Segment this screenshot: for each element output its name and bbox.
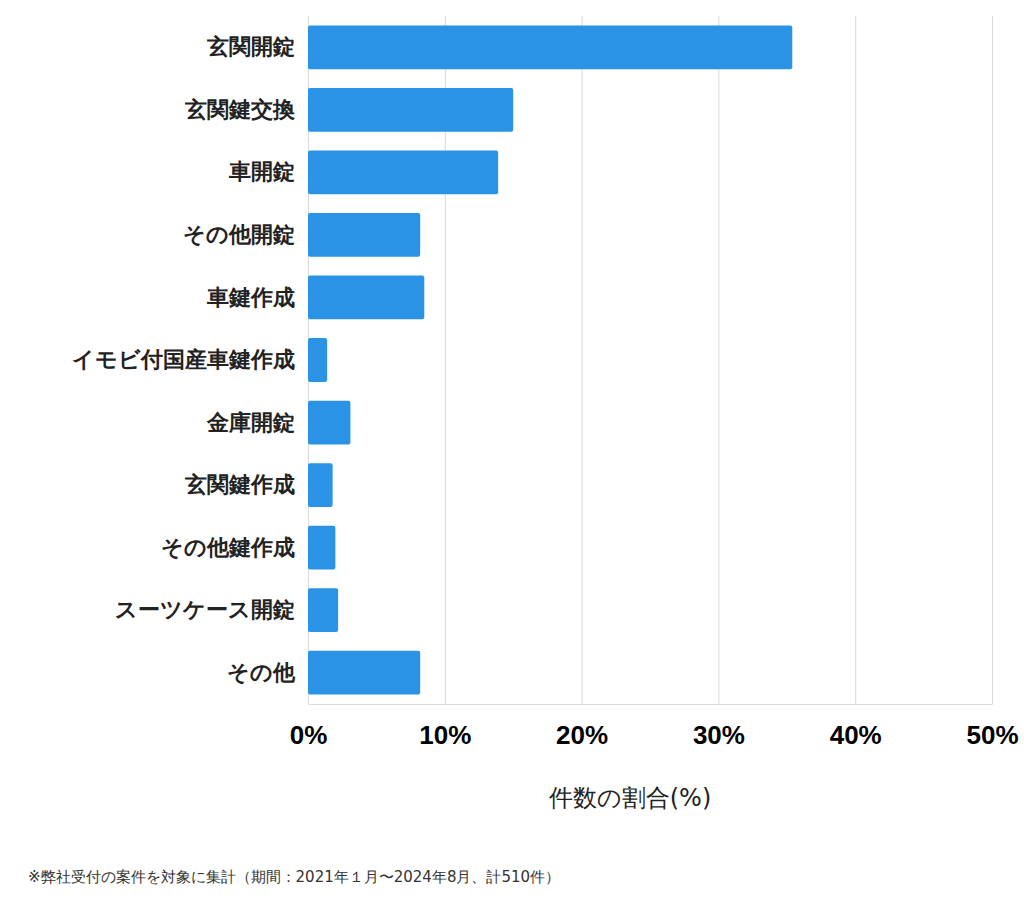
category-label: その他開錠 — [183, 222, 295, 247]
grid-line — [582, 16, 583, 704]
category-label: 金庫開錠 — [206, 410, 295, 435]
x-tick-label: 40% — [830, 720, 882, 750]
category-label: イモビ付国産車鍵作成 — [72, 347, 295, 372]
x-axis-line — [309, 16, 993, 705]
bar — [308, 25, 792, 69]
chart: 0% 10% 20% 30% 40% 50% 玄関開錠玄関鍵交換車開錠その他開錠車鍵作成イモ… — [0, 0, 1024, 912]
bar — [308, 276, 424, 320]
x-axis: 0% 10% 20% 30% 40% 50% — [290, 16, 1019, 750]
category-label: 車開錠 — [228, 159, 295, 184]
category-label: 玄関鍵交換 — [184, 97, 295, 122]
footnote: ※弊社受付の案件を対象に集計（期間：2021年１月〜2024年8月、計510件） — [28, 868, 560, 886]
category-label: 玄関開錠 — [206, 34, 295, 59]
bar — [308, 150, 498, 194]
y-tick: 玄関鍵作成 — [184, 472, 295, 497]
grid-line — [992, 16, 993, 704]
y-tick: 車鍵作成 — [206, 284, 295, 309]
bar — [308, 338, 327, 382]
grid-line — [718, 16, 719, 704]
bar — [308, 588, 338, 632]
y-tick: 玄関鍵交換 — [184, 97, 295, 122]
x-tick-label: 50% — [966, 720, 1018, 750]
y-tick: 金庫開錠 — [206, 410, 295, 435]
y-tick: イモビ付国産車鍵作成 — [72, 347, 295, 372]
y-tick: 玄関開錠 — [206, 34, 295, 59]
y-tick: その他 — [227, 660, 296, 685]
bars — [308, 25, 792, 694]
bar — [308, 213, 420, 257]
bar — [308, 401, 350, 445]
x-tick: 40% — [830, 16, 882, 750]
y-tick: スーツケース開錠 — [115, 597, 295, 622]
y-tick: 車開錠 — [228, 159, 295, 184]
y-tick: その他鍵作成 — [161, 535, 295, 560]
x-tick: 30% — [693, 16, 745, 750]
category-label: 玄関鍵作成 — [184, 472, 295, 497]
x-tick-label: 0% — [290, 720, 328, 750]
x-tick-label: 30% — [693, 720, 745, 750]
category-label: その他 — [227, 660, 296, 685]
bar — [308, 526, 335, 570]
bar — [308, 463, 333, 507]
x-tick: 20% — [556, 16, 608, 750]
category-label: その他鍵作成 — [161, 535, 295, 560]
grid-line — [855, 16, 856, 704]
y-tick: その他開錠 — [183, 222, 295, 247]
x-tick-label: 10% — [419, 720, 471, 750]
x-tick-label: 20% — [556, 720, 608, 750]
y-axis: 玄関開錠玄関鍵交換車開錠その他開錠車鍵作成イモビ付国産車鍵作成金庫開錠玄関鍵作成… — [72, 17, 309, 705]
category-label: 車鍵作成 — [206, 284, 295, 309]
category-label: スーツケース開錠 — [115, 597, 295, 622]
bar — [308, 651, 420, 695]
bar — [308, 88, 513, 132]
x-axis-title: 件数の割合(%) — [549, 784, 712, 812]
x-tick: 50% — [966, 16, 1018, 750]
